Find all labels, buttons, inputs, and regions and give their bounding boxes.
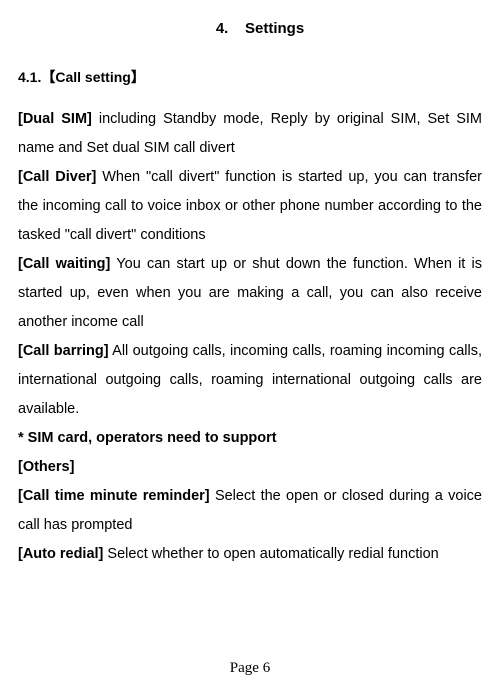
- call-diver-label: [Call Diver]: [18, 169, 96, 185]
- content-area: 4. Settings 4.1.【Call setting】 [Dual SIM…: [18, 20, 482, 640]
- page-footer: Page 6: [0, 660, 500, 677]
- bracket-close: 】: [131, 69, 145, 85]
- page-number: Page 6: [230, 660, 270, 676]
- chapter-title: 4. Settings: [18, 20, 482, 37]
- chapter-name: Settings: [245, 20, 304, 37]
- auto-redial-text: Select whether to open automatically red…: [103, 546, 438, 562]
- section-title: Call setting: [55, 69, 130, 85]
- sim-note-label: * SIM card, operators need to support: [18, 430, 277, 446]
- call-time-label: [Call time minute reminder]: [18, 488, 210, 504]
- auto-redial-label: [Auto redial]: [18, 546, 103, 562]
- others-label: [Others]: [18, 459, 74, 475]
- section-heading: 4.1.【Call setting】: [18, 67, 482, 87]
- call-waiting-label: [Call waiting]: [18, 256, 110, 272]
- body-text: [Dual SIM] including Standby mode, Reply…: [18, 105, 482, 569]
- chapter-number: 4.: [216, 20, 229, 37]
- call-barring-label: [Call barring]: [18, 343, 109, 359]
- bracket-open: 【: [41, 69, 55, 85]
- dual-sim-label: [Dual SIM]: [18, 111, 92, 127]
- section-number: 4.1.: [18, 69, 41, 85]
